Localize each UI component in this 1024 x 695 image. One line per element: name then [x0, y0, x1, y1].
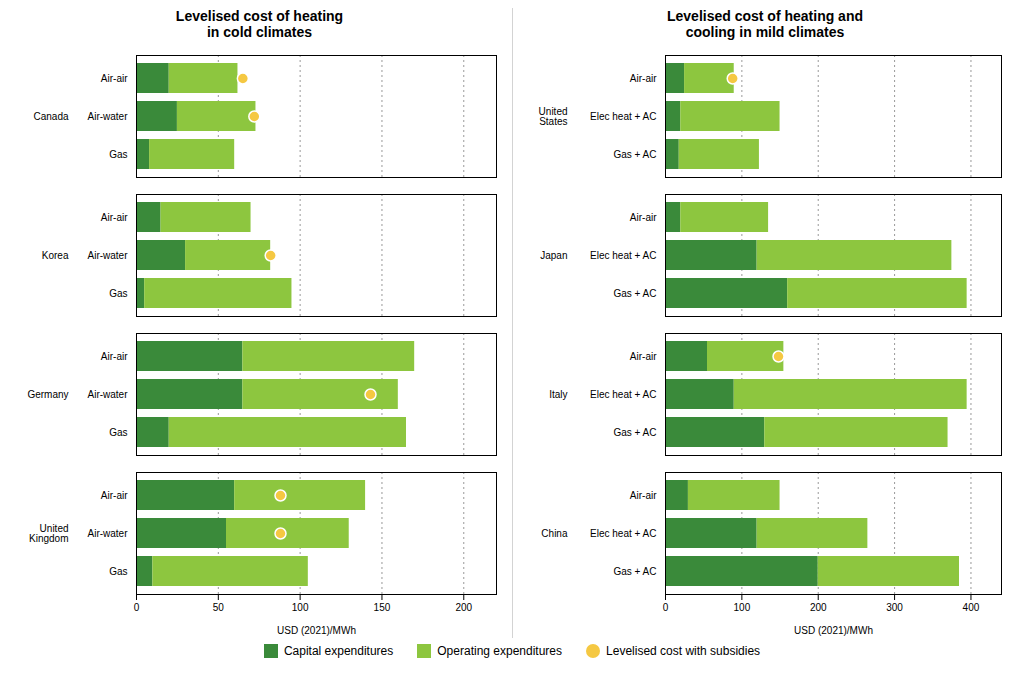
svg-text:200: 200 — [810, 602, 827, 613]
svg-text:Air-water: Air-water — [87, 250, 128, 261]
svg-text:Gas + AC: Gas + AC — [613, 427, 656, 438]
html-text:Capital expenditures: Capital expenditures — [283, 644, 394, 658]
svg-text:Gas: Gas — [109, 288, 127, 299]
svg-text:100: 100 — [291, 602, 308, 613]
svg-text:Air-air: Air-air — [630, 351, 657, 362]
svg-text:UnitedKingdom: UnitedKingdom — [29, 523, 68, 544]
svg-text:Elec heat + AC: Elec heat + AC — [590, 528, 656, 539]
svg-text:Air-air: Air-air — [630, 490, 657, 501]
svg-text:Canada: Canada — [33, 111, 68, 122]
svg-text:Air-water: Air-water — [87, 389, 128, 400]
svg-text:400: 400 — [963, 602, 980, 613]
svg-text:Elec heat + AC: Elec heat + AC — [590, 111, 656, 122]
svg-text:Air-air: Air-air — [100, 73, 127, 84]
svg-text:Air-air: Air-air — [100, 351, 127, 362]
svg-text:Air-air: Air-air — [630, 73, 657, 84]
svg-text:USD (2021)/MWh: USD (2021)/MWh — [794, 625, 873, 636]
html-text:Levelised cost of heating and: Levelised cost of heating and cooling in… — [667, 8, 863, 40]
svg-text:Korea: Korea — [41, 250, 68, 261]
svg-text:50: 50 — [212, 602, 224, 613]
html-text:Levelised cost of heating in c: Levelised cost of heating in cold climat… — [175, 8, 344, 40]
svg-text:Elec heat + AC: Elec heat + AC — [590, 250, 656, 261]
svg-text:Germany: Germany — [27, 389, 68, 400]
svg-text:Gas: Gas — [109, 566, 127, 577]
svg-text:USD (2021)/MWh: USD (2021)/MWh — [277, 625, 356, 636]
svg-text:Japan: Japan — [540, 250, 567, 261]
svg-text:150: 150 — [373, 602, 390, 613]
svg-text:0: 0 — [133, 602, 139, 613]
svg-text:Air-water: Air-water — [87, 528, 128, 539]
html-text:Levelised cost with subsidies: Levelised cost with subsidies — [606, 644, 761, 658]
html-text:Operating expenditures: Operating expenditures — [437, 644, 562, 658]
svg-text:Gas + AC: Gas + AC — [613, 288, 656, 299]
svg-text:China: China — [541, 528, 568, 539]
svg-text:Air-water: Air-water — [87, 111, 128, 122]
svg-text:Air-air: Air-air — [100, 490, 127, 501]
svg-text:100: 100 — [734, 602, 751, 613]
svg-text:0: 0 — [663, 602, 669, 613]
svg-text:300: 300 — [886, 602, 903, 613]
svg-text:Air-air: Air-air — [100, 212, 127, 223]
svg-text:Gas: Gas — [109, 149, 127, 160]
svg-text:Air-air: Air-air — [630, 212, 657, 223]
svg-text:Elec heat + AC: Elec heat + AC — [590, 389, 656, 400]
svg-text:200: 200 — [455, 602, 472, 613]
svg-text:Gas: Gas — [109, 427, 127, 438]
svg-text:Gas + AC: Gas + AC — [613, 149, 656, 160]
svg-text:UnitedStates: UnitedStates — [539, 106, 568, 127]
svg-text:Gas + AC: Gas + AC — [613, 566, 656, 577]
svg-text:Italy: Italy — [549, 389, 567, 400]
